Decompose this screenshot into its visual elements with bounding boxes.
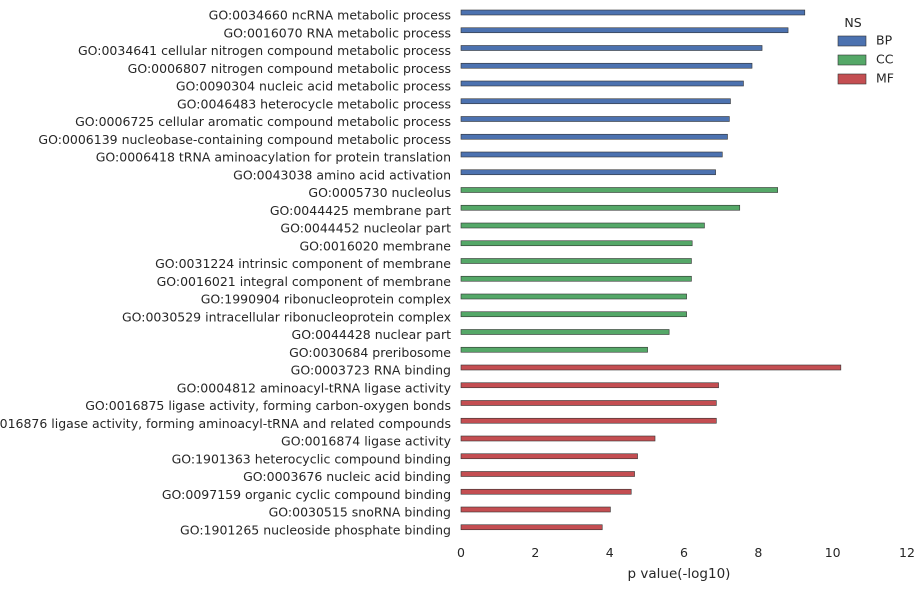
- bar-mf: [460, 400, 717, 406]
- bar-cc: [460, 222, 705, 229]
- x-tick-label: 10: [825, 545, 841, 560]
- bar-mf: [460, 488, 632, 495]
- legend-swatch-cc: [837, 54, 867, 66]
- category-label: GO:0016875 ligase activity, forming carb…: [85, 398, 451, 413]
- category-label: GO:0016876 ligase activity, forming amin…: [0, 416, 451, 431]
- bar-mf: [460, 382, 719, 389]
- category-label: GO:0003676 nucleic acid binding: [243, 469, 451, 484]
- category-label: GO:0005730 nucleolus: [308, 185, 451, 200]
- category-label: GO:0016020 membrane: [299, 238, 451, 253]
- category-label: GO:0006725 cellular aromatic compound me…: [75, 114, 451, 129]
- bar-mf: [460, 364, 842, 371]
- category-label: GO:0090304 nucleic acid metabolic proces…: [176, 79, 451, 94]
- category-label: GO:1901265 nucleoside phosphate binding: [180, 522, 451, 537]
- category-label: GO:0006139 nucleobase-containing compoun…: [38, 132, 451, 147]
- bar-mf: [460, 435, 656, 442]
- bar-bp: [460, 98, 731, 105]
- bar-cc: [460, 204, 741, 211]
- category-label: GO:0044425 membrane part: [270, 203, 451, 218]
- bar-cc: [460, 346, 648, 353]
- bar-bp: [460, 133, 728, 140]
- category-label: GO:0034660 ncRNA metabolic process: [209, 8, 451, 23]
- category-label: GO:0034641 cellular nitrogen compound me…: [78, 43, 451, 58]
- legend: NS BP CC MF: [837, 15, 894, 86]
- legend-label-bp: BP: [876, 33, 893, 48]
- bar-bp: [460, 9, 806, 16]
- bar-mf: [460, 453, 638, 460]
- category-label: GO:0046483 heterocycle metabolic process: [177, 96, 451, 111]
- bar-bp: [460, 80, 744, 87]
- x-axis-ticks: 0 2 4 6 8 10 12: [457, 545, 915, 560]
- bar-mf: [460, 524, 603, 531]
- bar-mf: [460, 471, 635, 477]
- bar-bp: [460, 169, 716, 176]
- category-labels: GO:0034660 ncRNA metabolic process GO:001…: [0, 8, 452, 538]
- bar-cc: [460, 187, 778, 193]
- bar-mf: [460, 417, 717, 424]
- bar-cc: [460, 329, 670, 335]
- category-label: GO:1901363 heterocyclic compound binding: [172, 451, 451, 466]
- category-label: GO:0016021 integral component of membran…: [157, 274, 452, 289]
- x-tick-label: 8: [754, 545, 762, 560]
- x-tick-label: 2: [531, 545, 539, 560]
- category-label: GO:0016070 RNA metabolic process: [223, 25, 451, 40]
- legend-title: NS: [844, 15, 861, 30]
- legend-label-cc: CC: [876, 52, 894, 67]
- x-tick-label: 6: [680, 545, 688, 560]
- category-label: GO:0097159 organic cyclic compound bindi…: [162, 487, 451, 502]
- legend-swatch-mf: [837, 73, 867, 85]
- legend-swatch-bp: [837, 35, 867, 47]
- bar-bp: [460, 151, 723, 158]
- legend-label-mf: MF: [876, 71, 894, 86]
- x-tick-label: 4: [606, 545, 614, 560]
- bar-bp: [460, 62, 753, 69]
- x-tick-label: 0: [457, 545, 465, 560]
- bar-cc: [460, 240, 693, 247]
- x-tick-label: 12: [899, 545, 915, 560]
- bar-bp: [460, 116, 730, 122]
- bar-cc: [460, 258, 692, 264]
- bar-cc: [460, 293, 687, 300]
- category-label: GO:0044428 nuclear part: [292, 327, 452, 342]
- category-label: GO:0030529 intracellular ribonucleoprote…: [122, 309, 451, 324]
- category-label: GO:0016874 ligase activity: [281, 434, 452, 449]
- bar-cc: [460, 275, 692, 282]
- category-label: GO:0006807 nitrogen compound metabolic p…: [128, 61, 451, 76]
- category-label: GO:0004812 aminoacyl-tRNA ligase activit…: [177, 380, 452, 395]
- bar-bp: [460, 27, 789, 34]
- bars-layer: [460, 9, 842, 531]
- bar-cc: [460, 311, 687, 318]
- category-label: GO:0006418 tRNA aminoacylation for prote…: [96, 150, 451, 165]
- x-axis-title: p value(-log10): [628, 566, 731, 582]
- category-label: GO:0031224 intrinsic component of membra…: [155, 256, 451, 271]
- category-label: GO:1990904 ribonucleoprotein complex: [201, 292, 451, 307]
- bar-mf: [460, 506, 611, 513]
- bar-bp: [460, 45, 763, 51]
- category-label: GO:0030515 snoRNA binding: [269, 505, 451, 520]
- category-label: GO:0043038 amino acid activation: [233, 167, 451, 182]
- category-label: GO:0044452 nucleolar part: [280, 221, 451, 236]
- category-label: GO:0030684 preribosome: [289, 345, 451, 360]
- category-label: GO:0003723 RNA binding: [291, 363, 451, 378]
